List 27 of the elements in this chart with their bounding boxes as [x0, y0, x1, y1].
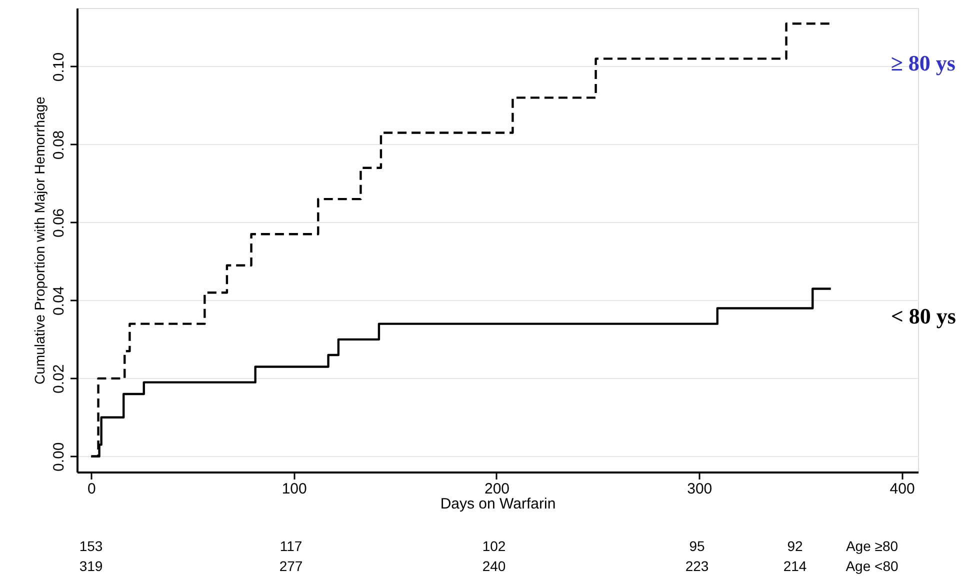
- text: 95: [689, 538, 705, 554]
- text: Age ≥80: [846, 538, 898, 554]
- text: 102: [482, 538, 506, 554]
- y-tick-label: 0.06: [50, 208, 68, 238]
- x-tick-label: 100: [282, 480, 307, 498]
- x-tick-label: 400: [890, 480, 915, 498]
- text: ≥ 80 ys: [890, 50, 956, 76]
- x-tick-label: 0: [88, 480, 96, 498]
- y-axis-title: Cumulative Proportion with Major Hemorrhage: [32, 96, 48, 384]
- text: 214: [783, 558, 807, 574]
- text: < 80 ys: [890, 304, 956, 329]
- y-tick-label: 0.08: [50, 130, 68, 160]
- text: 117: [280, 538, 302, 554]
- text: 277: [279, 558, 303, 574]
- text: 223: [685, 558, 709, 574]
- y-tick-label: 0.00: [50, 442, 68, 472]
- y-tick-label: 0.04: [50, 286, 68, 316]
- text: 153: [79, 538, 103, 554]
- text: 240: [482, 558, 506, 574]
- x-tick-label: 300: [687, 480, 712, 498]
- x-tick-label: 200: [484, 480, 510, 498]
- text: Age <80: [846, 558, 898, 574]
- y-tick-label: 0.10: [50, 52, 68, 82]
- text: 319: [79, 558, 103, 574]
- y-tick-label: 0.02: [50, 364, 68, 394]
- x-axis-title: Days on Warfarin: [440, 496, 556, 512]
- text: 92: [787, 538, 803, 554]
